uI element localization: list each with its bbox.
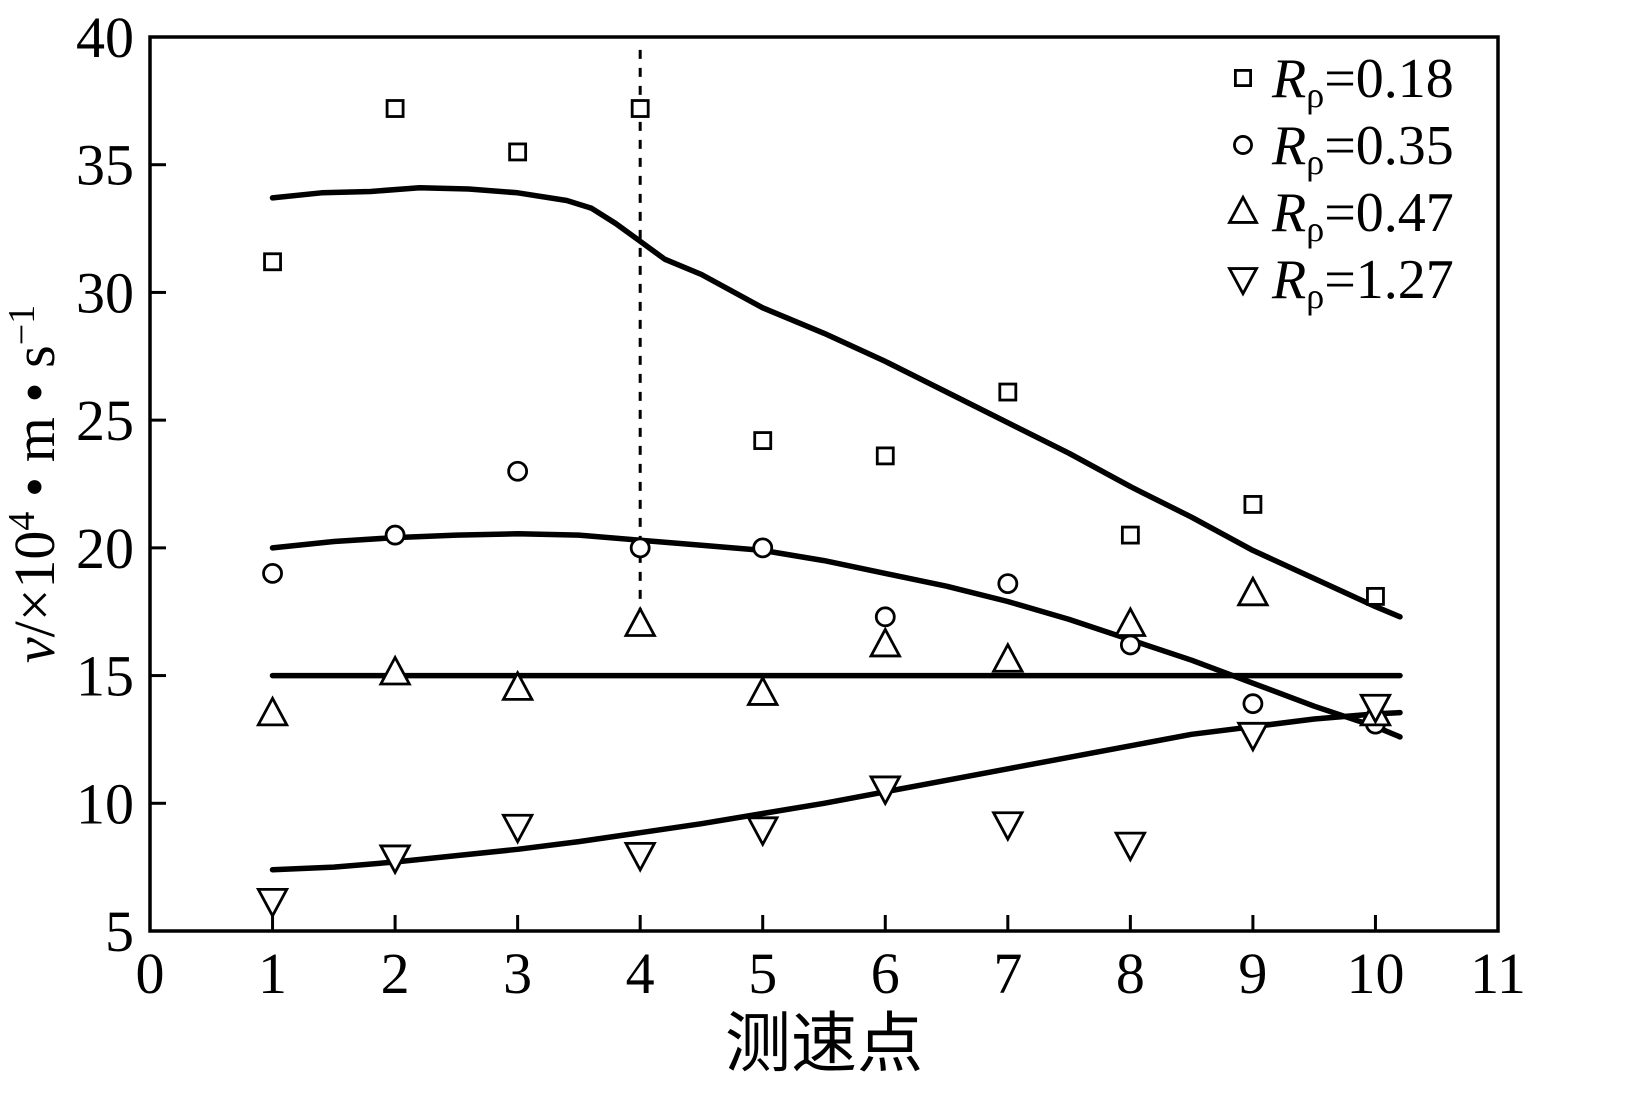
plot-border (148, 35, 1500, 933)
marker-triangle-down-icon (1227, 267, 1259, 297)
series-triangle-up (255, 575, 1393, 727)
marker-triangle-up-icon (868, 626, 902, 658)
legend-label: Rρ=1.27 (1271, 249, 1454, 316)
marker-triangle-up-icon (1113, 606, 1147, 637)
marker-triangle-up-icon (746, 674, 780, 706)
marker-square-icon (630, 99, 650, 118)
y-axis-title: v/×104 • m • s−1 (1, 305, 67, 663)
marker-triangle-up-icon (991, 641, 1025, 673)
marker-triangle-up-icon (255, 695, 290, 727)
x-tick-label: 1 (258, 941, 287, 1006)
marker-circle-icon (507, 460, 529, 482)
marker-square-icon (998, 382, 1018, 402)
marker-triangle-down-icon (1113, 831, 1147, 863)
legend-label: Rρ=0.47 (1271, 182, 1454, 249)
y-tick-label: 15 (76, 644, 134, 709)
x-tick-label: 3 (503, 941, 532, 1006)
y-tick-label: 40 (76, 5, 134, 70)
x-tick-label: 10 (1346, 941, 1404, 1006)
legend-item: Rρ=0.18 (1234, 48, 1454, 115)
x-tick-label: 4 (626, 941, 655, 1006)
marker-square-icon (875, 446, 895, 466)
x-axis-tick-labels: 0 1 2 3 4 5 6 7 8 9 10 11 (136, 941, 1526, 1006)
x-tick-label: 6 (871, 941, 900, 1006)
legend-label: Rρ=0.18 (1271, 48, 1454, 115)
y-tick-label: 5 (105, 899, 134, 964)
marker-triangle-down-icon (991, 811, 1025, 843)
marker-triangle-down-icon (746, 816, 780, 848)
marker-circle-icon (384, 524, 406, 546)
marker-triangle-up-icon (1227, 194, 1259, 224)
legend-item: Rρ=1.27 (1227, 249, 1454, 316)
fit-curve-0.18 (269, 184, 1403, 620)
marker-square-icon (1366, 586, 1385, 606)
marker-triangle-down-icon (623, 841, 657, 873)
x-axis-title: 测速点 (725, 1008, 923, 1081)
marker-square-icon (508, 142, 528, 162)
y-tick-label: 25 (76, 388, 134, 453)
y-axis-ticks (150, 35, 166, 933)
marker-circle-icon (752, 537, 774, 559)
marker-triangle-up-icon (378, 654, 412, 686)
x-tick-label: 9 (1238, 941, 1267, 1006)
y-tick-label: 30 (76, 260, 134, 325)
marker-square-icon (753, 431, 773, 450)
legend-item: Rρ=0.35 (1233, 115, 1454, 182)
legend-label: Rρ=0.35 (1271, 115, 1454, 182)
marker-circle-icon (262, 563, 283, 584)
series-square (263, 99, 1385, 606)
marker-square-icon (263, 252, 282, 272)
marker-square-icon (385, 99, 405, 118)
series-triangle-down (255, 693, 1393, 919)
y-tick-label: 10 (76, 771, 134, 836)
x-tick-label: 2 (381, 941, 410, 1006)
marker-square-icon (1120, 525, 1140, 545)
y-tick-label: 20 (76, 516, 134, 581)
y-tick-label: 35 (76, 133, 134, 198)
marker-triangle-up-icon (501, 669, 535, 701)
marker-triangle-down-icon (255, 887, 290, 919)
x-tick-label: 8 (1116, 941, 1145, 1006)
marker-triangle-down-icon (1358, 693, 1393, 725)
fit-curves (269, 184, 1403, 873)
marker-square-icon (1243, 495, 1263, 514)
marker-triangle-down-icon (378, 844, 412, 876)
marker-triangle-up-icon (1236, 575, 1270, 607)
x-tick-label: 7 (993, 941, 1022, 1006)
marker-triangle-down-icon (501, 813, 535, 845)
marker-triangle-up-icon (623, 606, 657, 637)
marker-circle-icon (1233, 135, 1253, 155)
y-axis-tick-labels: 5 10 15 20 25 30 35 40 (76, 5, 134, 964)
marker-square-icon (1234, 69, 1253, 88)
x-tick-label: 11 (1470, 941, 1526, 1006)
marker-triangle-down-icon (1236, 721, 1270, 753)
marker-triangle-down-icon (868, 775, 902, 807)
marker-circle-icon (874, 606, 896, 628)
marker-circle-icon (629, 537, 651, 559)
legend-item: Rρ=0.47 (1227, 182, 1454, 249)
marker-circle-icon (1119, 634, 1141, 656)
marker-circle-icon (1242, 693, 1264, 715)
marker-circle-icon (997, 573, 1019, 595)
fit-curve-0.35 (269, 531, 1403, 740)
x-axis-ticks (148, 915, 1500, 931)
x-tick-label: 0 (136, 941, 165, 1006)
x-tick-label: 5 (748, 941, 777, 1006)
